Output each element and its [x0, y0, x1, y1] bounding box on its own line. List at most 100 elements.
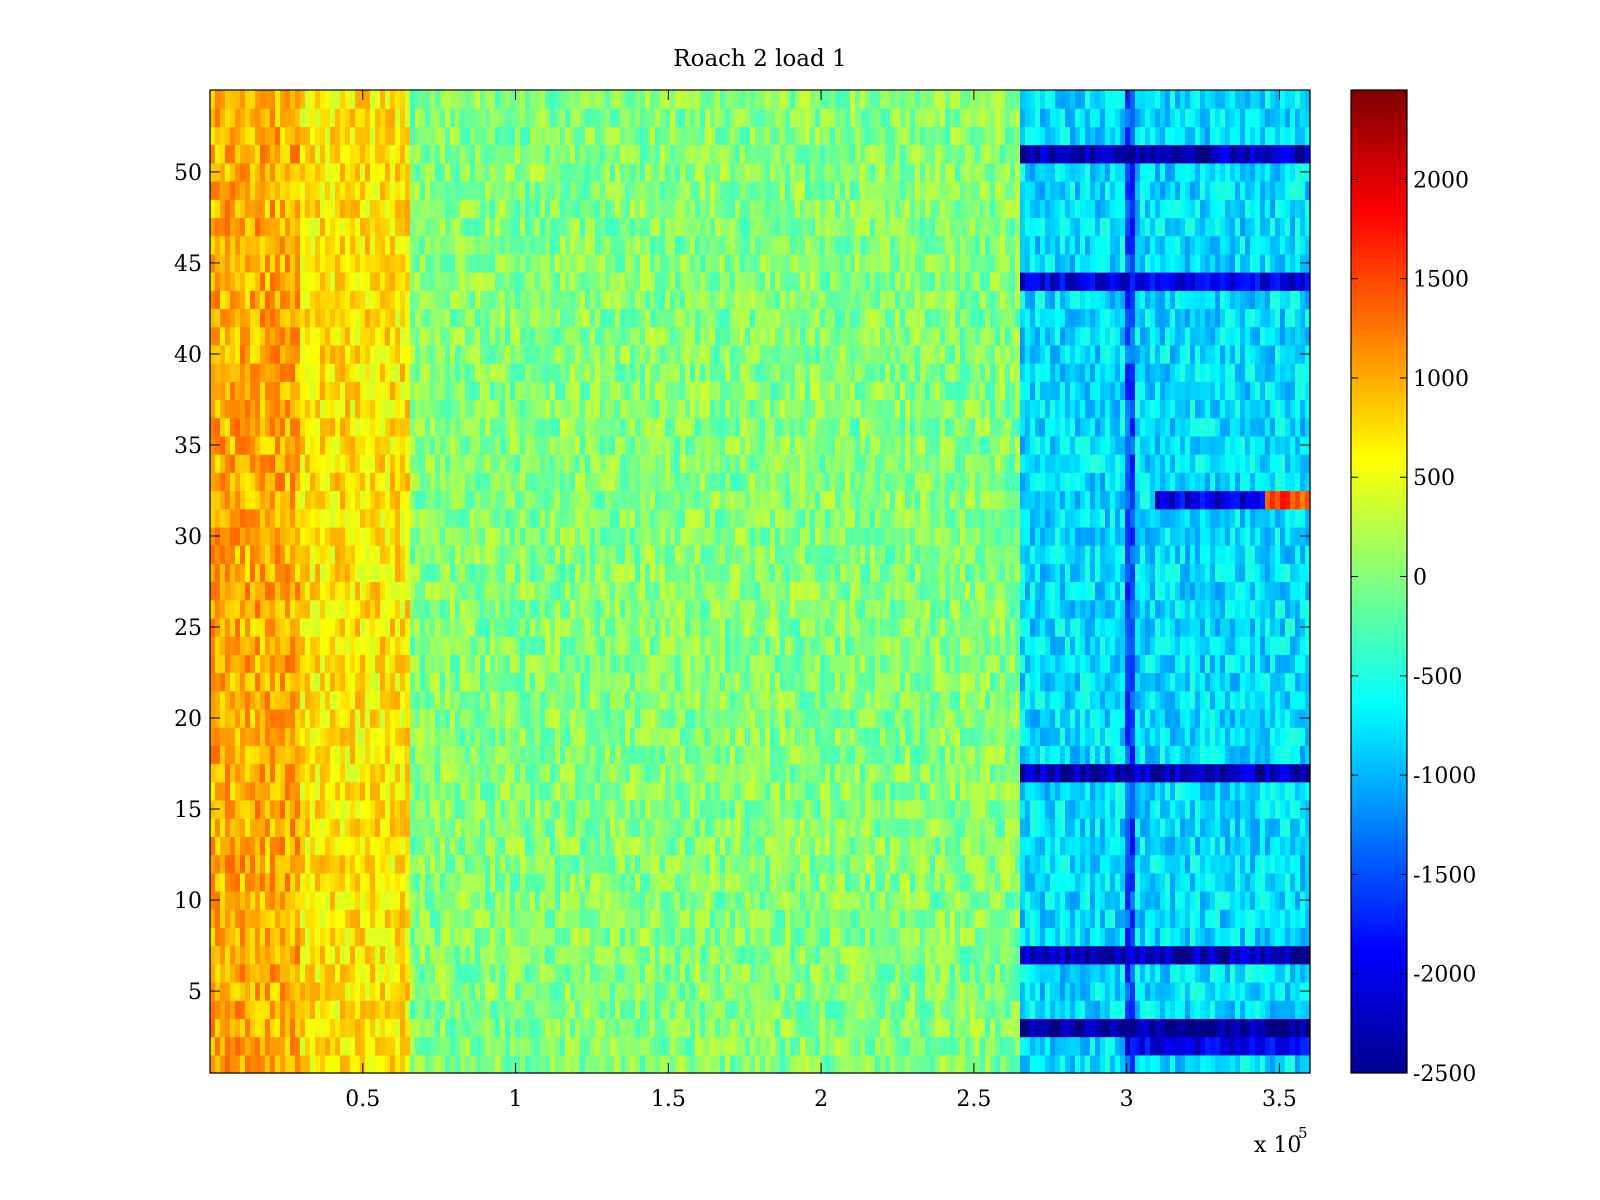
heatmap-cell — [570, 708, 576, 728]
heatmap-cell — [1275, 799, 1281, 819]
heatmap-cell — [975, 1018, 981, 1038]
heatmap-cell — [800, 818, 806, 837]
heatmap-cell — [1075, 1018, 1081, 1038]
heatmap-cell — [715, 890, 721, 910]
heatmap-cell — [1280, 836, 1286, 856]
heatmap-cell — [1180, 727, 1186, 746]
heatmap-cell — [430, 1036, 436, 1056]
heatmap-cell — [525, 799, 531, 819]
heatmap-cell — [1100, 927, 1106, 947]
heatmap-cell — [705, 654, 711, 674]
heatmap-cell — [650, 727, 656, 746]
heatmap-cell — [490, 654, 496, 674]
heatmap-cell — [1020, 854, 1026, 874]
heatmap-cell — [535, 745, 541, 765]
heatmap-cell — [225, 763, 231, 783]
heatmap-cell — [720, 909, 726, 928]
heatmap-cell — [815, 727, 821, 746]
heatmap-cell — [1125, 799, 1131, 819]
heatmap-cell — [1040, 1000, 1046, 1019]
heatmap-cell — [620, 708, 626, 728]
heatmap-cell — [1015, 1036, 1021, 1056]
heatmap-cell — [1090, 836, 1096, 856]
heatmap-cell — [235, 708, 241, 728]
heatmap-cell — [685, 890, 691, 910]
heatmap-cell — [945, 981, 951, 1001]
heatmap-cell — [545, 799, 551, 819]
heatmap-cell — [490, 836, 496, 856]
heatmap-cell — [1265, 836, 1271, 856]
heatmap-cell — [430, 799, 436, 819]
heatmap-cell — [945, 708, 951, 728]
heatmap-cell — [970, 1000, 976, 1019]
heatmap-cell — [900, 818, 906, 837]
heatmap-cell — [1040, 945, 1046, 965]
heatmap-cell — [1280, 909, 1286, 928]
heatmap-cell — [565, 927, 571, 947]
heatmap-cell — [575, 1000, 581, 1019]
heatmap-cell — [365, 708, 371, 728]
heatmap-cell — [1210, 909, 1216, 928]
heatmap-cell — [590, 690, 596, 710]
heatmap-cell — [1295, 1018, 1301, 1038]
heatmap-cell — [930, 890, 936, 910]
heatmap-cell — [1145, 708, 1151, 728]
heatmap-cell — [1220, 854, 1226, 874]
heatmap-cell — [1190, 890, 1196, 910]
heatmap-cell — [340, 872, 346, 892]
heatmap-cell — [600, 909, 606, 928]
heatmap-cell — [570, 927, 576, 947]
heatmap-cell — [1290, 818, 1296, 837]
heatmap-cell — [825, 672, 831, 692]
heatmap-cell — [440, 927, 446, 947]
heatmap-cell — [1195, 799, 1201, 819]
heatmap-cell — [285, 708, 291, 728]
heatmap-cell — [1085, 672, 1091, 692]
heatmap-cell — [550, 708, 556, 728]
heatmap-cell — [1050, 854, 1056, 874]
heatmap-cell — [235, 654, 241, 674]
heatmap-cell — [280, 1036, 286, 1056]
heatmap-cell — [1000, 708, 1006, 728]
heatmap-cell — [660, 854, 666, 874]
heatmap-cell — [1290, 909, 1296, 928]
heatmap-cell — [480, 763, 486, 783]
heatmap-cell — [920, 818, 926, 837]
heatmap-cell — [600, 1054, 606, 1074]
heatmap-cell — [485, 1000, 491, 1019]
heatmap-cell — [855, 963, 861, 983]
heatmap-cell — [665, 1036, 671, 1056]
heatmap-cell — [1175, 672, 1181, 692]
heatmap-cell — [455, 981, 461, 1001]
heatmap-cell — [1215, 727, 1221, 746]
heatmap-cell — [1020, 781, 1026, 801]
heatmap-cell — [1280, 690, 1286, 710]
heatmap-cell — [560, 854, 566, 874]
heatmap-cell — [1190, 781, 1196, 801]
heatmap-cell — [1225, 836, 1231, 856]
heatmap-cell — [665, 836, 671, 856]
heatmap-cell — [1215, 945, 1221, 965]
heatmap-cell — [225, 890, 231, 910]
heatmap-cell — [1085, 763, 1091, 783]
heatmap-cell — [365, 909, 371, 928]
heatmap-cell — [675, 690, 681, 710]
heatmap-cell — [485, 854, 491, 874]
heatmap-cell — [475, 781, 481, 801]
heatmap-cell — [1220, 799, 1226, 819]
heatmap-cell — [365, 927, 371, 947]
heatmap-cell — [1225, 727, 1231, 746]
heatmap-cell — [475, 672, 481, 692]
heatmap-cell — [585, 672, 591, 692]
heatmap-cell — [465, 836, 471, 856]
heatmap-cell — [960, 981, 966, 1001]
heatmap-cell — [865, 763, 871, 783]
heatmap-cell — [300, 963, 306, 983]
heatmap-cell — [425, 690, 431, 710]
heatmap-cell — [1055, 909, 1061, 928]
heatmap-cell — [825, 981, 831, 1001]
heatmap-cell — [1010, 781, 1016, 801]
heatmap-cell — [240, 654, 246, 674]
heatmap-cell — [1185, 909, 1191, 928]
heatmap-cell — [1115, 763, 1121, 783]
